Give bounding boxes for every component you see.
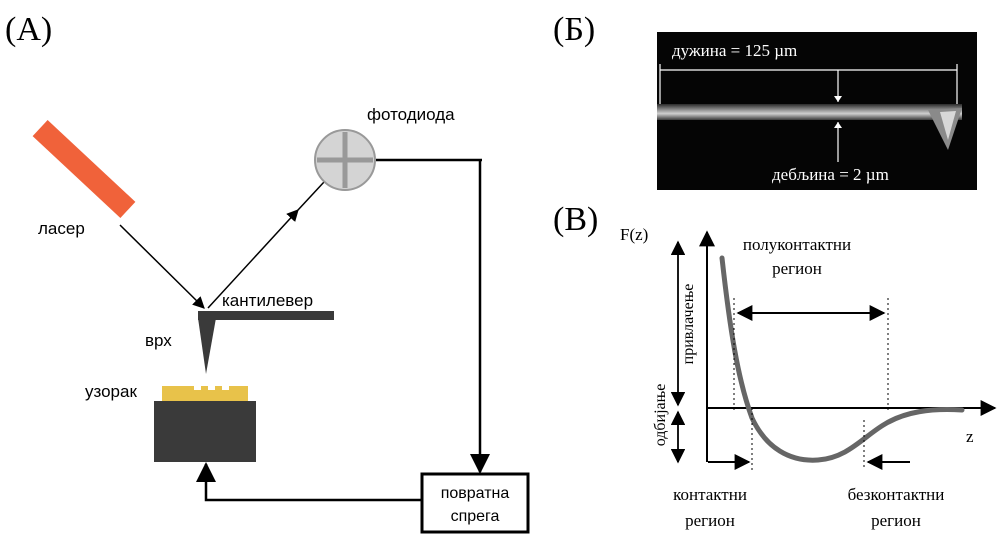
cantilever xyxy=(198,311,334,320)
thickness-arrowhead-top xyxy=(834,96,842,102)
panel-a-letter: (A) xyxy=(5,11,52,48)
sample-stage xyxy=(154,401,256,462)
semicontact-label-line2: регион xyxy=(772,259,822,278)
feedback-label-line2: спрега xyxy=(451,508,500,525)
y-axis-label: F(z) xyxy=(620,225,648,244)
panel-b-letter: (Б) xyxy=(553,11,595,48)
reflected-beam xyxy=(207,209,299,309)
laser-icon xyxy=(32,120,136,218)
tip xyxy=(198,318,216,374)
sample-label: узорак xyxy=(85,382,137,401)
panel-c-letter: (В) xyxy=(553,201,598,238)
length-label: дужина = 125 µm xyxy=(672,41,797,60)
reflected-beam-tail xyxy=(297,181,325,211)
force-curve xyxy=(719,255,965,463)
noncontact-label-line2: регион xyxy=(871,511,921,530)
micrograph-beam xyxy=(657,104,962,120)
contact-label-line1: контактни xyxy=(673,485,747,504)
photodiode-label: фотодиода xyxy=(367,105,455,124)
noncontact-label-line1: безконтактни xyxy=(848,485,945,504)
photodiode-icon xyxy=(314,129,376,191)
feedback-wire xyxy=(196,462,422,502)
panel-a: (A) ласер фотодиода повратна спрега кант… xyxy=(5,11,530,534)
thickness-arrowhead-bottom xyxy=(834,122,842,128)
feedback-label-line1: повратна xyxy=(441,485,510,502)
sample xyxy=(162,386,248,402)
thickness-label: дебљина = 2 µm xyxy=(772,165,889,184)
cantilever-label: кантилевер xyxy=(222,291,313,310)
incident-beam xyxy=(119,224,205,309)
attraction-label: привлачење xyxy=(680,284,697,365)
semicontact-label-line1: полуконтактни xyxy=(743,235,851,254)
contact-label-line2: регион xyxy=(685,511,735,530)
x-axis-label: z xyxy=(966,427,974,446)
laser-label: ласер xyxy=(38,219,85,238)
panel-c: (В) F(z) z привлачење одбијање полуконта… xyxy=(553,201,997,530)
repulsion-label: одбијање xyxy=(652,384,669,447)
panel-b: (Б) дужина = 125 µm дебљина = 2 µm xyxy=(553,11,977,190)
micrograph-tip-highlight xyxy=(940,111,956,140)
tip-label: врх xyxy=(145,331,172,350)
feedback-box xyxy=(420,472,530,534)
